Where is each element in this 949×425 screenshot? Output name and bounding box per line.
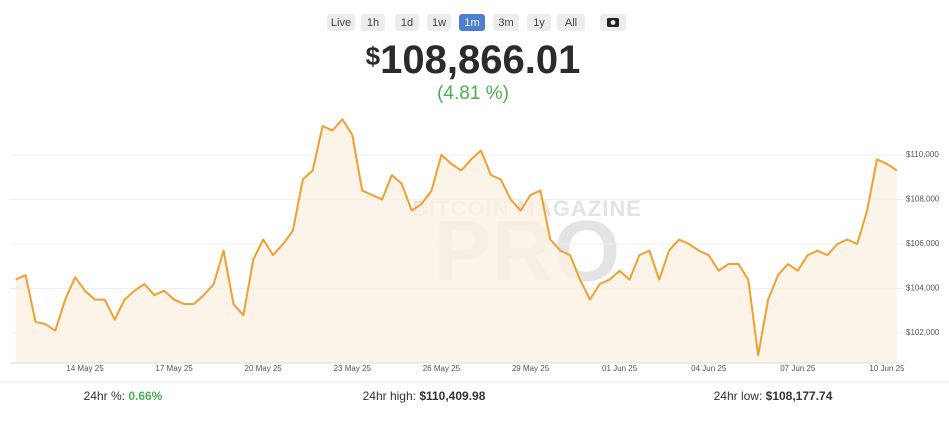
range-button[interactable]: 1y [527,14,551,31]
range-button[interactable]: All [557,14,585,31]
x-tick-label: 04 Jun 25 [691,364,727,373]
x-tick-label: 14 May 25 [66,364,104,373]
price-change: (4.81 %) [437,83,509,104]
x-tick-label: 10 Jun 25 [869,364,905,373]
range-button[interactable]: 1h [361,14,385,31]
range-button-label: 1w [432,17,446,29]
range-button-label: 1d [401,17,413,29]
camera-button[interactable] [600,14,626,31]
range-button-bg [527,14,551,31]
range-button-bg [557,14,585,31]
range-button[interactable]: 1w [427,14,451,31]
stat-label: 24hr %: [84,389,125,403]
stat: 24hr high: $110,409.98 [363,389,486,403]
range-button-bg [361,14,385,31]
range-button[interactable]: 1d [395,14,419,31]
price-value: 108,866.01 [380,38,580,82]
range-button[interactable]: 1m [459,14,485,31]
y-tick-label: $106,000 [906,239,940,248]
range-button-label: 1y [533,17,545,29]
range-button-label: 1m [464,17,479,29]
stat-value: $110,409.98 [419,389,485,403]
y-tick-label: $110,000 [906,150,939,159]
range-button-label: Live [331,17,351,29]
stat-value: $108,177.74 [766,389,833,403]
range-button-bg [427,14,451,31]
range-button-label: All [565,17,577,29]
y-tick-label: $102,000 [906,328,940,337]
stat: 24hr %: 0.66% [84,389,163,403]
y-tick-label: $108,000 [906,195,940,204]
price: $108,866.01 [366,38,581,82]
range-button-bg [493,14,519,31]
range-button-bg [459,14,485,31]
x-tick-label: 26 May 25 [423,364,461,373]
range-button[interactable]: Live [327,14,355,31]
range-button-bg [395,14,419,31]
currency: $ [366,41,381,71]
x-tick-label: 29 May 25 [512,364,550,373]
range-button-label: 3m [498,17,513,29]
x-tick-label: 07 Jun 25 [780,364,816,373]
x-tick-label: 20 May 25 [245,364,283,373]
camera-lens [610,20,616,25]
price-line [15,118,898,357]
range-button-label: 1h [367,17,379,29]
x-tick-label: 23 May 25 [334,364,372,373]
stat-label: 24hr low: [714,389,763,403]
area-fill [15,119,897,363]
x-tick-label: 17 May 25 [155,364,193,373]
stat: 24hr low: $108,177.74 [714,389,833,403]
stat-label: 24hr high: [363,389,416,403]
range-button[interactable]: 3m [493,14,519,31]
stat-value: 0.66% [128,389,162,403]
x-tick-label: 01 Jun 25 [602,364,638,373]
y-tick-label: $104,000 [906,284,940,293]
range-button-bg [327,14,355,31]
